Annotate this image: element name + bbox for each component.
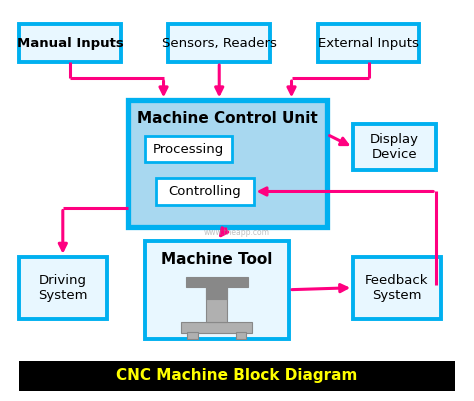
- FancyBboxPatch shape: [188, 332, 198, 339]
- Text: Machine Control Unit: Machine Control Unit: [137, 111, 318, 126]
- Text: External Inputs: External Inputs: [318, 36, 419, 50]
- FancyBboxPatch shape: [19, 257, 107, 319]
- Text: Driving
System: Driving System: [38, 274, 88, 302]
- FancyBboxPatch shape: [186, 277, 247, 287]
- Text: Processing: Processing: [153, 143, 224, 156]
- FancyBboxPatch shape: [353, 257, 441, 319]
- FancyBboxPatch shape: [206, 286, 227, 299]
- FancyBboxPatch shape: [145, 241, 289, 339]
- Text: Sensors, Readers: Sensors, Readers: [162, 36, 277, 50]
- FancyBboxPatch shape: [156, 178, 254, 205]
- FancyBboxPatch shape: [181, 322, 252, 333]
- Text: Display
Device: Display Device: [370, 134, 419, 161]
- FancyBboxPatch shape: [19, 24, 121, 62]
- Text: CNC Machine Block Diagram: CNC Machine Block Diagram: [116, 369, 358, 383]
- FancyBboxPatch shape: [145, 136, 232, 162]
- Text: Controlling: Controlling: [169, 185, 241, 198]
- FancyBboxPatch shape: [236, 332, 246, 339]
- Text: Manual Inputs: Manual Inputs: [17, 36, 123, 50]
- Text: www.theapp.com: www.theapp.com: [204, 228, 270, 237]
- FancyBboxPatch shape: [19, 361, 455, 391]
- FancyBboxPatch shape: [128, 100, 327, 227]
- Text: Feedback
System: Feedback System: [365, 274, 428, 302]
- FancyBboxPatch shape: [353, 124, 436, 170]
- Text: Machine Tool: Machine Tool: [161, 252, 273, 267]
- FancyBboxPatch shape: [206, 286, 227, 322]
- FancyBboxPatch shape: [168, 24, 270, 62]
- FancyBboxPatch shape: [318, 24, 419, 62]
